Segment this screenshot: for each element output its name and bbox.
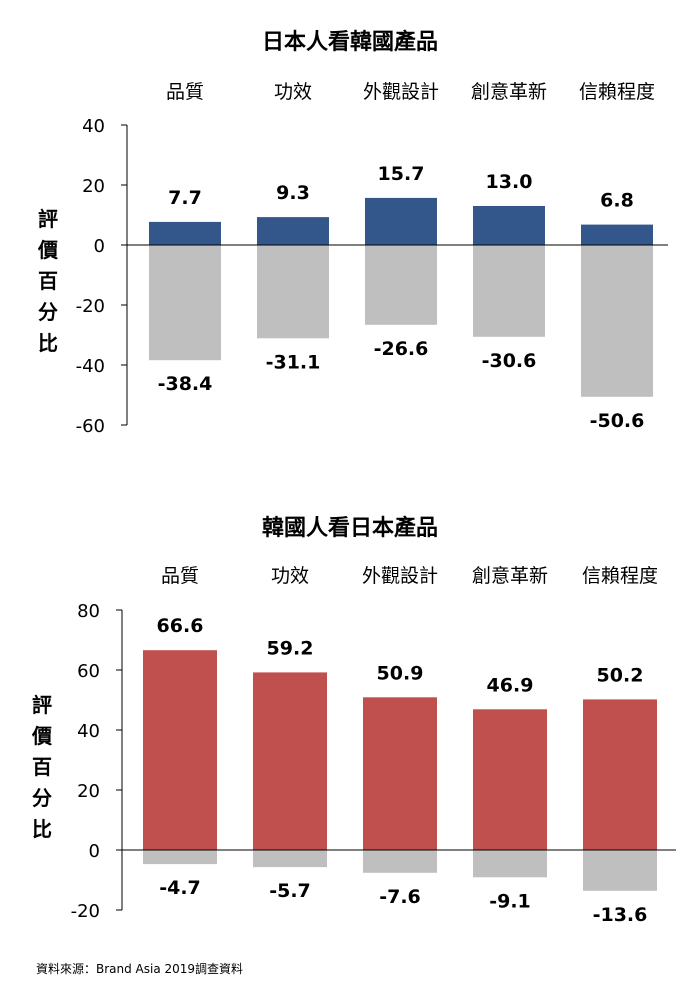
chart-2-data-label: -4.7 <box>159 877 201 899</box>
chart-1-data-label: -31.1 <box>266 351 321 373</box>
chart-1-bar <box>149 221 221 245</box>
chart-2-y-tick-label: -20 <box>71 901 100 922</box>
chart-1-y-axis-label-char: 價 <box>37 238 59 262</box>
chart-2-data-label: 66.6 <box>157 615 204 637</box>
chart-2-bar <box>473 709 547 850</box>
chart-2-bar <box>583 850 657 891</box>
source-note: 資料來源：Brand Asia 2019調查資料 <box>36 962 244 976</box>
chart-2-data-label: 50.2 <box>597 664 644 686</box>
chart-1-y-tick-label: -60 <box>76 416 105 437</box>
chart-1-data-label: -26.6 <box>374 338 429 360</box>
chart-1-category-label: 外觀設計 <box>363 81 439 103</box>
chart-2-data-label: -13.6 <box>593 904 648 926</box>
chart-2-bar <box>143 650 217 850</box>
chart-2-bar <box>473 850 547 878</box>
chart-2-category-label: 外觀設計 <box>362 565 438 587</box>
chart-1-data-label: 6.8 <box>600 190 634 212</box>
chart-1-category-label: 創意革新 <box>471 81 547 103</box>
chart-1-bar <box>149 245 221 361</box>
chart-1-category-label: 功效 <box>274 81 312 103</box>
chart-2-data-label: 59.2 <box>267 637 314 659</box>
chart-2-y-tick-label: 60 <box>77 661 100 682</box>
chart-1-y-tick-label: -40 <box>76 356 105 377</box>
chart-2-y-tick-label: 0 <box>89 841 100 862</box>
chart-1-data-label: 7.7 <box>168 187 202 209</box>
chart-2-y-axis-label-char: 比 <box>32 817 52 841</box>
chart-2-data-label: -5.7 <box>269 880 311 902</box>
chart-2-bar <box>363 850 437 873</box>
chart-1-data-label: -30.6 <box>482 350 537 372</box>
chart-1-bar <box>365 197 437 245</box>
chart-1-y-axis-label-char: 百 <box>38 269 58 293</box>
chart-2-category-label: 品質 <box>161 565 199 587</box>
chart-2-y-axis-label-char: 分 <box>32 786 52 810</box>
chart-2-title: 韓國人看日本產品 <box>261 516 438 541</box>
chart-2-bar <box>583 699 657 850</box>
chart-1-bar <box>257 217 329 245</box>
chart-2-data-label: 50.9 <box>377 662 424 684</box>
chart-2-category-label: 信賴程度 <box>582 565 658 587</box>
chart-2-y-axis-label-char: 價 <box>31 724 53 748</box>
chart-2-data-label: -9.1 <box>489 890 531 912</box>
chart-2-y-tick-label: 40 <box>77 721 100 742</box>
chart-1-data-label: 13.0 <box>486 171 533 193</box>
chart-1-y-tick-label: -20 <box>76 296 105 317</box>
chart-1-bar <box>581 245 653 397</box>
chart-1-title: 日本人看韓國產品 <box>261 30 438 55</box>
chart-1-bar <box>257 245 329 339</box>
chart-2-bar <box>363 697 437 850</box>
chart-1-category-label: 信賴程度 <box>579 81 655 103</box>
chart-1-y-tick-label: 40 <box>82 116 105 137</box>
chart-1-y-tick-label: 0 <box>94 236 105 257</box>
chart-2-y-axis-label-char: 百 <box>32 755 52 779</box>
chart-2-y-tick-label: 20 <box>77 781 100 802</box>
chart-1-data-label: 9.3 <box>276 182 310 204</box>
chart-1-bar <box>365 245 437 325</box>
chart-1-y-axis-label-char: 比 <box>38 331 58 355</box>
chart-2-data-label: 46.9 <box>487 674 534 696</box>
chart-1-category-label: 品質 <box>166 81 204 103</box>
chart-1-bar <box>581 224 653 245</box>
chart-2-y-axis-label-char: 評 <box>32 693 52 717</box>
chart-2-category-label: 創意革新 <box>472 565 548 587</box>
chart-2-bar <box>143 850 217 865</box>
chart-1: 40 20 0 -20 -40 -60 品質 功效 外觀設計 創意革新 信賴程度 7.7 9.3 15.7… <box>37 81 668 437</box>
chart-2-y-tick-label: 80 <box>77 601 100 622</box>
chart-2-bar <box>253 850 327 868</box>
chart-1-data-label: 15.7 <box>378 163 425 185</box>
chart-2-data-label: -7.6 <box>379 886 421 908</box>
chart-1-y-axis-label-char: 評 <box>38 207 58 231</box>
chart-1-bar <box>473 206 545 245</box>
chart-1-data-label: -38.4 <box>158 373 213 395</box>
chart-1-data-label: -50.6 <box>590 410 645 432</box>
chart-1-y-tick-label: 20 <box>82 176 105 197</box>
chart-2-bar <box>253 672 327 850</box>
chart-2-category-label: 功效 <box>271 565 309 587</box>
chart-1-y-axis-label-char: 分 <box>38 300 58 324</box>
chart-1-bar <box>473 245 545 337</box>
